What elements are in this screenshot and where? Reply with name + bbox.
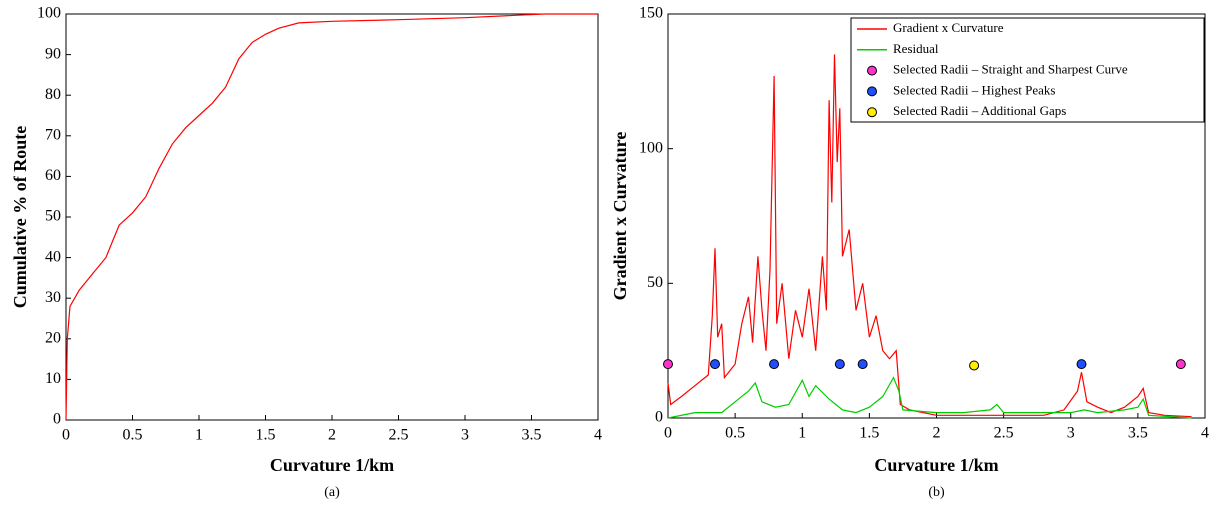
caption: (a): [324, 485, 340, 500]
y-tick-label: 30: [45, 289, 61, 306]
y-tick-label: 100: [639, 139, 663, 156]
y-tick-label: 60: [45, 167, 61, 184]
x-tick-label: 0: [664, 425, 672, 442]
x-tick-label: 1: [195, 427, 203, 444]
y-tick-label: 20: [45, 329, 61, 346]
y-tick-label: 90: [45, 45, 61, 62]
legend-swatch: [867, 65, 877, 76]
data-line: [667, 54, 1192, 418]
y-axis-title: Cumulative % of Route: [10, 126, 30, 309]
x-tick-label: 1: [798, 425, 806, 442]
x-tick-label: 1.5: [256, 427, 276, 444]
x-tick-label: 2.5: [994, 425, 1014, 442]
y-tick-label: 0: [655, 409, 663, 426]
x-tick-label: 3.5: [1128, 425, 1148, 442]
data-line: [65, 13, 598, 421]
legend-label: Selected Radii – Straight and Sharpest C…: [893, 62, 1128, 77]
plot-area: [65, 13, 599, 421]
legend-label: Gradient x Curvature: [893, 20, 1004, 35]
x-tick-label: 2: [933, 425, 941, 442]
caption: (b): [928, 485, 945, 500]
legend-box: [850, 17, 1205, 123]
data-point: [709, 359, 720, 370]
legend-label: Selected Radii – Highest Peaks: [893, 82, 1055, 97]
x-axis-title: Curvature 1/km: [874, 455, 998, 475]
y-tick-label: 70: [45, 126, 61, 143]
legend-swatch: [867, 86, 877, 97]
x-tick-label: 0.5: [725, 425, 745, 442]
y-tick-label: 150: [639, 5, 663, 22]
y-tick-label: 10: [45, 370, 61, 387]
y-tick-label: 40: [45, 248, 61, 265]
x-tick-label: 4: [594, 427, 602, 444]
data-point: [1076, 359, 1087, 370]
legend-label: Residual: [893, 41, 939, 56]
x-tick-label: 0: [62, 427, 70, 444]
x-tick-label: 2: [328, 427, 336, 444]
x-tick-label: 3: [461, 427, 469, 444]
x-axis-title: Curvature 1/km: [270, 455, 394, 475]
x-tick-label: 1.5: [859, 425, 879, 442]
data-line: [667, 376, 1192, 419]
legend-label: Selected Radii – Additional Gaps: [893, 103, 1066, 118]
data-point: [857, 359, 868, 370]
y-tick-label: 50: [647, 274, 663, 291]
legend-swatch: [867, 107, 877, 118]
x-tick-label: 4: [1201, 425, 1209, 442]
data-point: [769, 359, 780, 370]
y-axis-title: Gradient x Curvature: [610, 132, 630, 301]
data-point: [969, 360, 980, 371]
y-tick-label: 80: [45, 86, 61, 103]
x-tick-label: 0.5: [123, 427, 143, 444]
y-tick-label: 100: [37, 5, 61, 22]
y-tick-label: 0: [53, 411, 61, 428]
data-point: [834, 359, 845, 370]
x-tick-label: 3: [1067, 425, 1075, 442]
y-tick-label: 50: [45, 208, 61, 225]
x-tick-label: 2.5: [389, 427, 409, 444]
data-point: [663, 359, 673, 370]
data-point: [1175, 359, 1186, 370]
x-tick-label: 3.5: [522, 427, 542, 444]
